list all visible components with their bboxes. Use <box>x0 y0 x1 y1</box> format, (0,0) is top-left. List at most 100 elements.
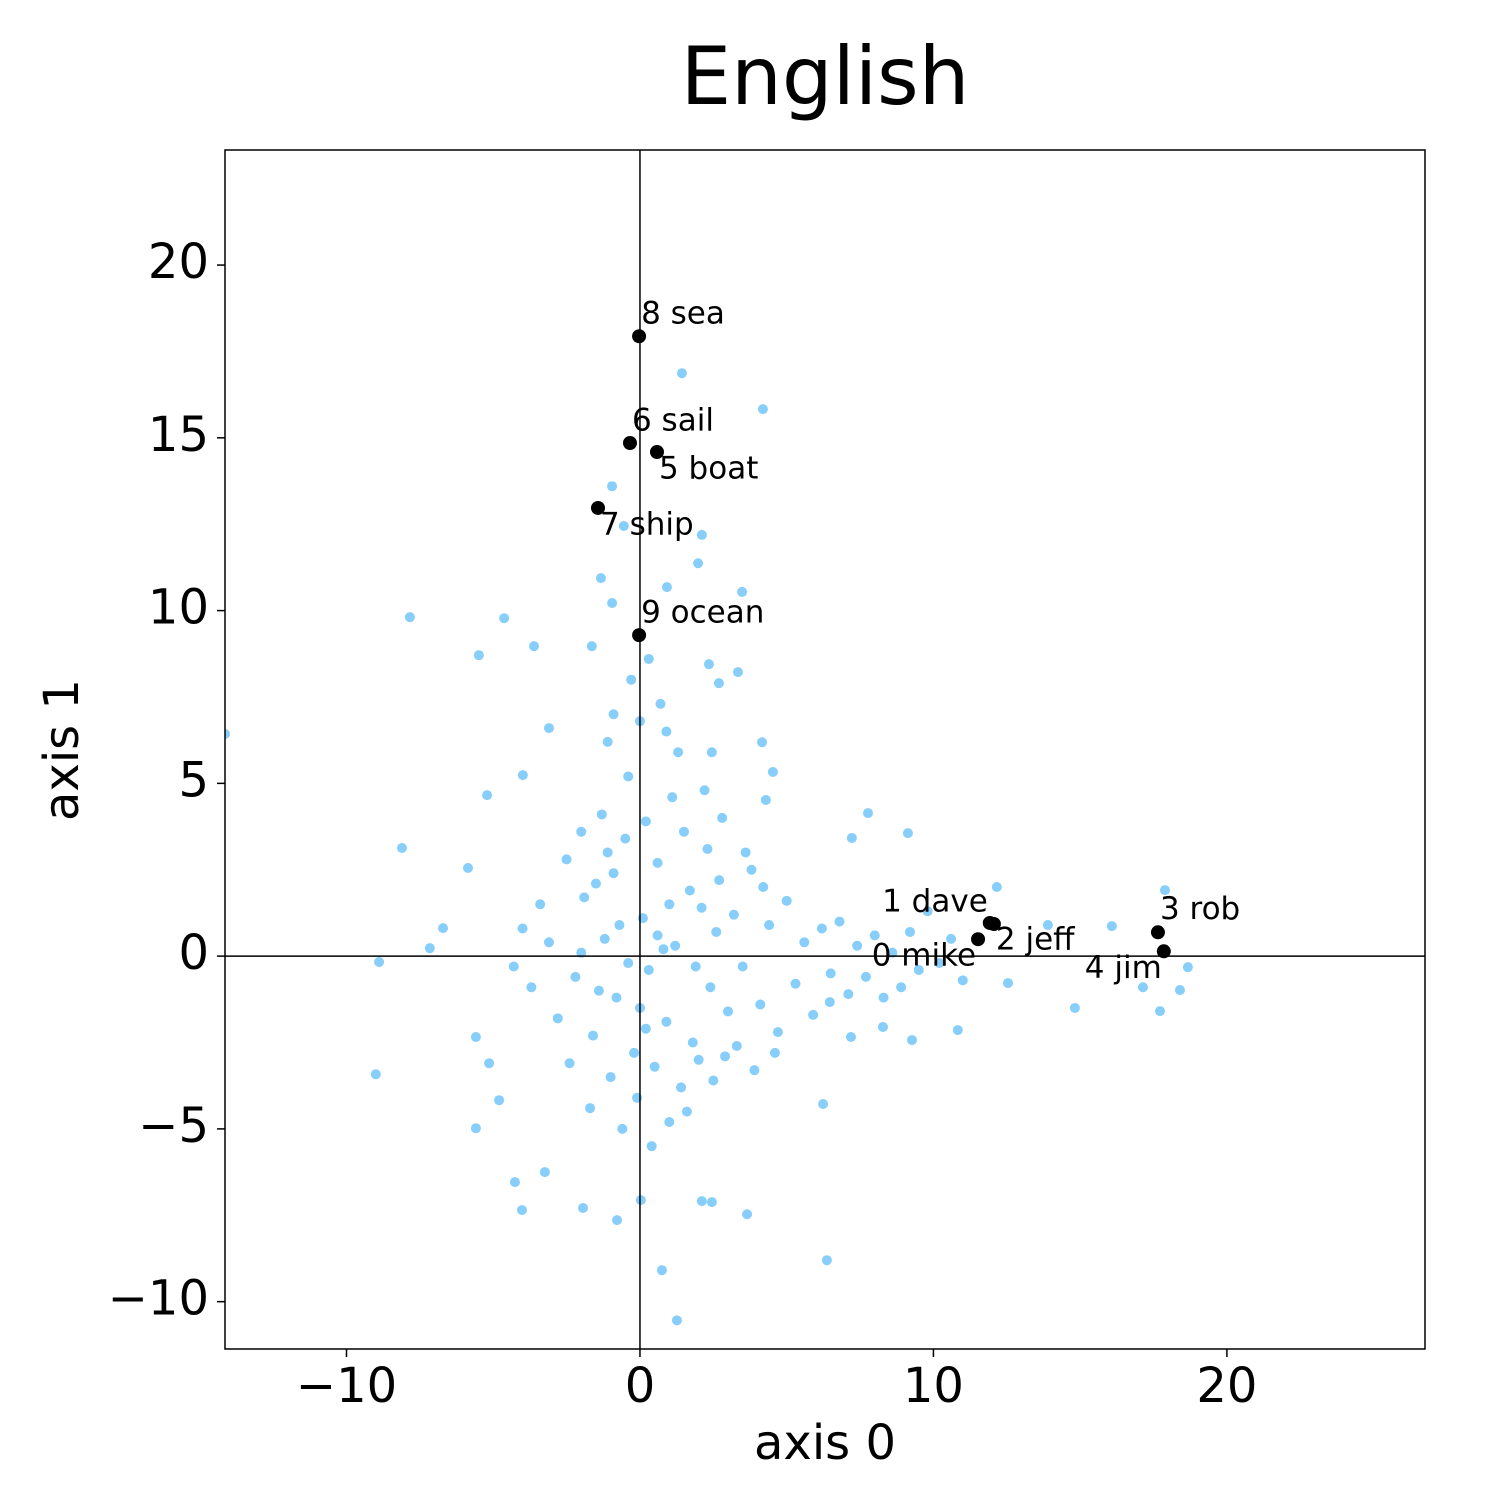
point <box>576 826 587 837</box>
point <box>661 726 672 737</box>
point <box>516 1205 527 1216</box>
point <box>623 958 634 969</box>
highlighted-point <box>632 628 647 643</box>
point <box>618 520 629 531</box>
point <box>1042 920 1053 931</box>
point <box>684 885 695 896</box>
point <box>593 985 604 996</box>
point <box>590 878 601 889</box>
point <box>705 982 716 993</box>
point <box>758 882 769 893</box>
y-axis-label: axis 1 <box>34 679 90 821</box>
point <box>957 975 968 986</box>
point <box>494 1095 505 1106</box>
point <box>1069 1002 1080 1013</box>
point <box>755 999 766 1010</box>
point <box>617 1123 628 1134</box>
highlighted-point <box>622 436 637 451</box>
point <box>740 847 751 858</box>
point <box>424 943 435 954</box>
point <box>643 964 654 975</box>
point <box>703 659 714 670</box>
point <box>499 613 510 624</box>
point <box>614 920 625 931</box>
y-tick-label: −10 <box>108 1271 209 1327</box>
point <box>687 1037 698 1048</box>
point <box>529 641 540 652</box>
point <box>767 766 778 777</box>
point <box>225 728 230 739</box>
point <box>608 709 619 720</box>
point <box>576 947 587 958</box>
point <box>1159 885 1170 896</box>
point-label: 9 ocean <box>641 595 764 631</box>
point <box>396 842 407 853</box>
chart-title: English <box>681 30 970 123</box>
y-tick-label: 20 <box>148 234 209 290</box>
point <box>678 826 689 837</box>
point-label: 8 sea <box>641 296 725 332</box>
point <box>907 1035 918 1046</box>
point <box>404 612 415 623</box>
point <box>543 937 554 948</box>
highlighted-point <box>971 932 986 947</box>
point-label: 7 ship <box>600 506 694 542</box>
point <box>602 847 613 858</box>
x-axis-label: axis 0 <box>754 1415 896 1471</box>
x-tick-label: −10 <box>296 1358 397 1414</box>
point <box>790 978 801 989</box>
point <box>946 933 957 944</box>
point <box>852 940 863 951</box>
point <box>877 1021 888 1032</box>
point <box>757 737 768 748</box>
highlighted-point <box>1156 944 1171 959</box>
point <box>640 816 651 827</box>
point <box>570 971 581 982</box>
y-tick-label: 0 <box>178 925 209 981</box>
highlighted-point <box>986 916 1001 931</box>
point <box>605 1072 616 1083</box>
point <box>629 1047 640 1058</box>
y-tick-label: 10 <box>148 580 209 636</box>
y-tick-label: −5 <box>138 1098 209 1154</box>
point <box>667 792 678 803</box>
point <box>711 926 722 937</box>
point <box>737 586 748 597</box>
point <box>843 989 854 1000</box>
point <box>696 902 707 913</box>
point <box>720 1051 731 1062</box>
point <box>713 678 724 689</box>
plot-frame <box>224 149 1426 1350</box>
point <box>596 809 607 820</box>
point <box>862 808 873 819</box>
point <box>717 812 728 823</box>
x-tick-label: 0 <box>625 1358 656 1414</box>
point <box>731 1040 742 1051</box>
point <box>623 771 634 782</box>
point <box>1174 984 1185 995</box>
point <box>757 404 768 415</box>
point <box>991 882 1002 893</box>
point <box>760 794 771 805</box>
point <box>693 558 704 569</box>
highlighted-point <box>1150 925 1165 940</box>
point <box>595 573 606 584</box>
point <box>714 875 725 886</box>
point <box>764 920 775 931</box>
point-label: 4 jim <box>1085 950 1162 986</box>
point <box>539 1167 550 1178</box>
point <box>696 529 707 540</box>
point <box>646 1141 657 1152</box>
point <box>1106 921 1117 932</box>
point <box>702 844 713 855</box>
point <box>808 1009 819 1020</box>
point <box>543 723 554 734</box>
point <box>723 1006 734 1017</box>
point <box>699 785 710 796</box>
point <box>509 1177 520 1188</box>
point <box>749 1065 760 1076</box>
point-label: 6 sail <box>632 403 714 439</box>
point <box>585 1103 596 1114</box>
point <box>535 899 546 910</box>
y-tick-label: 15 <box>148 407 209 463</box>
